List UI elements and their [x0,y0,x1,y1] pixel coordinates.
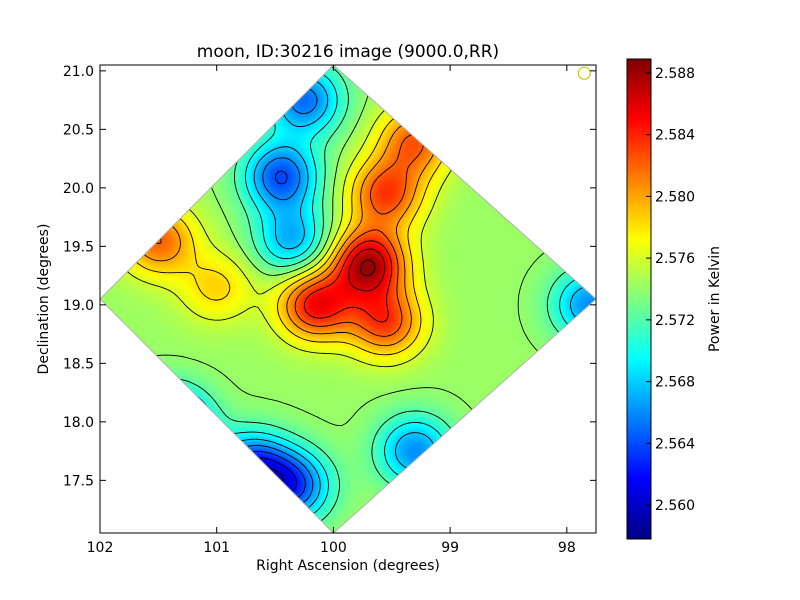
colorbar: 2.560 2.564 2.568 2.572 2.576 2.580 2.584 2.588… [626,58,723,540]
y-tick-label: 18.5 [63,356,94,372]
contour-level-14 [360,259,376,277]
colorbar-frame [626,58,652,540]
y-tick-label: 20.5 [63,122,94,138]
plot-area [99,64,597,534]
y-tick-label: 21.0 [63,64,94,80]
axes-frame [99,64,597,534]
marker-circle [577,66,591,80]
colorbar-tick-label: 2.560 [655,498,695,514]
y-axis-label: Declination (degrees) [36,224,52,375]
colorbar-tick-label: 2.588 [655,66,695,82]
colorbar-ticks: 2.560 2.564 2.568 2.572 2.576 2.580 2.584 2.588 [646,66,695,514]
x-tick-label: 100 [320,540,347,556]
x-tick-label: 102 [87,540,114,556]
colorbar-tick-label: 2.576 [655,251,695,267]
contour-level-13 [348,248,386,292]
colorbar-tick-label: 2.568 [655,375,695,391]
y-tick-label: 19.0 [63,298,94,314]
heatmap-image [100,65,596,533]
y-tick-label: 18.0 [63,415,94,431]
colorbar-tick-label: 2.564 [655,436,695,452]
x-tick-label: 101 [203,540,230,556]
colorbar-tick-label: 2.572 [655,313,695,329]
y-tick-label: 20.0 [63,181,94,197]
colorbar-tick-label: 2.584 [655,128,695,144]
x-tick-label: 98 [558,540,576,556]
contour-level-12 [303,240,393,323]
y-axis: 17.5 18.0 18.5 19.0 19.5 20.0 20.5 21.0 [63,64,596,489]
x-axis-label: Right Ascension (degrees) [256,558,440,574]
y-tick-label: 19.5 [63,239,94,255]
x-axis: 102 101 100 99 98 [87,65,576,556]
colorbar-tick-label: 2.580 [655,189,695,205]
x-tick-label: 99 [441,540,459,556]
y-tick-label: 17.5 [63,473,94,489]
colorbar-gradient [627,59,651,539]
colorbar-label: Power in Kelvin [707,246,723,352]
chart-title: moon, ID:30216 image (9000.0,RR) [197,42,499,62]
